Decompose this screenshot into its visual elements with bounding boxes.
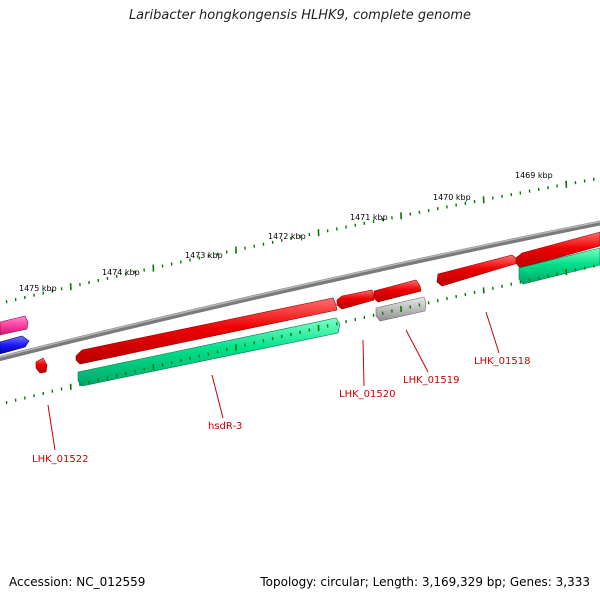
gene-LHK_01519-forward (373, 279, 422, 303)
genome-backbone (0, 220, 600, 362)
gene-hsdR-3-forward (75, 297, 338, 365)
gene-LHK_01520-forward (336, 289, 375, 310)
kbp-label: 1472 kbp (268, 232, 306, 241)
gene-LHK_01518-forward (436, 254, 519, 287)
kbp-label: 1475 kbp (19, 284, 57, 293)
genome-summary-text: Topology: circular; Length: 3,169,329 bp… (260, 575, 590, 589)
gene-labels: LHK_01522 hsdR-3 LHK_01520 LHK_01519 LHK… (32, 356, 530, 465)
kbp-label: 1473 kbp (185, 251, 223, 260)
gene-label: LHK_01522 (32, 454, 88, 465)
gene-label: hsdR-3 (208, 421, 242, 432)
gene-label: LHK_01519 (403, 375, 459, 386)
genome-title: Laribacter hongkongensis HLHK9, complete… (128, 8, 472, 23)
kbp-label: 1470 kbp (433, 193, 471, 202)
inner-kbp-ruler (5, 264, 595, 405)
genome-backbone-highlight (0, 220, 600, 358)
gene-label: LHK_01520 (339, 389, 395, 400)
gene-forward-right-edge (515, 231, 600, 269)
kbp-ruler (5, 177, 595, 304)
gene-label-connectors (47, 311, 500, 451)
kbp-label: 1471 kbp (350, 213, 388, 222)
gene-reverse-right-edge (518, 247, 600, 285)
gene-magenta-left (0, 315, 29, 336)
gene-blue-left (0, 335, 30, 355)
kbp-ruler-labels: 1475 kbp 1474 kbp 1473 kbp 1472 kbp 1471… (19, 171, 553, 293)
gene-label: LHK_01518 (474, 356, 530, 367)
kbp-label: 1469 kbp (515, 171, 553, 180)
gene-LHK_01522-forward (35, 357, 48, 374)
kbp-label: 1474 kbp (102, 268, 140, 277)
accession-text: Accession: NC_012559 (9, 575, 146, 589)
